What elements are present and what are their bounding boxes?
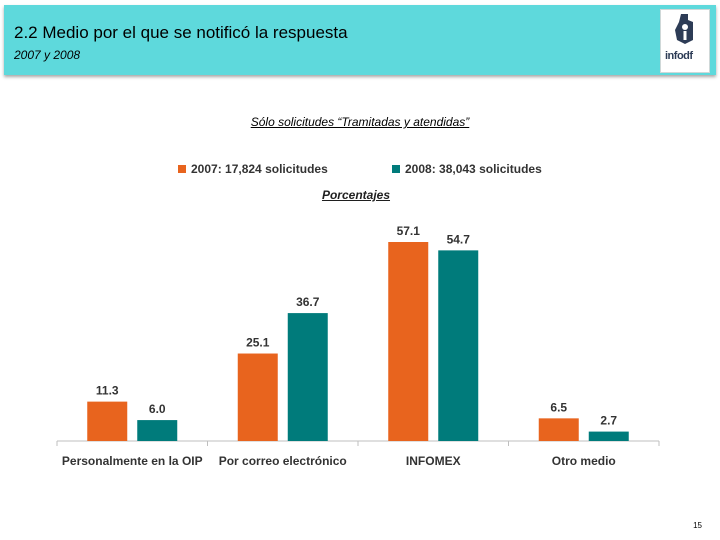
data-label: 6.0	[149, 402, 166, 416]
chart-title: Sólo solicitudes “Tramitadas y atendidas…	[250, 115, 470, 129]
data-label: 6.5	[550, 400, 567, 414]
bar-2007	[87, 401, 128, 441]
bar-2008	[588, 431, 629, 441]
x-tick-label: Otro medio	[552, 454, 616, 468]
slide-title: 2.2 Medio por el que se notificó la resp…	[14, 23, 348, 42]
legend-label-2007: 2007: 17,824 solicitudes	[191, 162, 328, 176]
slide-subtitle: 2007 y 2008	[14, 48, 81, 62]
x-tick-label: Por correo electrónico	[219, 454, 347, 468]
infodf-logo-icon	[675, 14, 693, 44]
bar-2008	[137, 420, 178, 441]
legend-swatch-2008	[392, 165, 400, 173]
data-label: 2.7	[600, 414, 617, 428]
data-label: 25.1	[246, 336, 270, 350]
chart-subtitle: Porcentajes	[321, 188, 391, 202]
bar-2007	[237, 353, 278, 441]
x-tick-label: Personalmente en la OIP	[62, 454, 203, 468]
data-label: 54.7	[447, 232, 471, 246]
data-label: 57.1	[397, 224, 421, 238]
x-tick-label: INFOMEX	[406, 454, 461, 468]
legend-label-2008: 2008: 38,043 solicitudes	[405, 162, 542, 176]
legend-swatch-2007	[178, 165, 186, 173]
logo-text: infodf	[665, 50, 693, 62]
legend-item-2008: 2008: 38,043 solicitudes	[392, 162, 542, 176]
bar-2008	[287, 313, 328, 441]
infodf-logo: infodf	[660, 9, 710, 73]
page-number: 15	[693, 521, 702, 530]
bar-2007	[538, 418, 579, 441]
slide-header: 2.2 Medio por el que se notificó la resp…	[4, 5, 716, 75]
data-label: 11.3	[96, 384, 119, 398]
bar-2007	[388, 242, 429, 441]
data-label: 36.7	[296, 295, 320, 309]
bar-2008	[438, 250, 479, 441]
legend-item-2007: 2007: 17,824 solicitudes	[178, 162, 328, 176]
